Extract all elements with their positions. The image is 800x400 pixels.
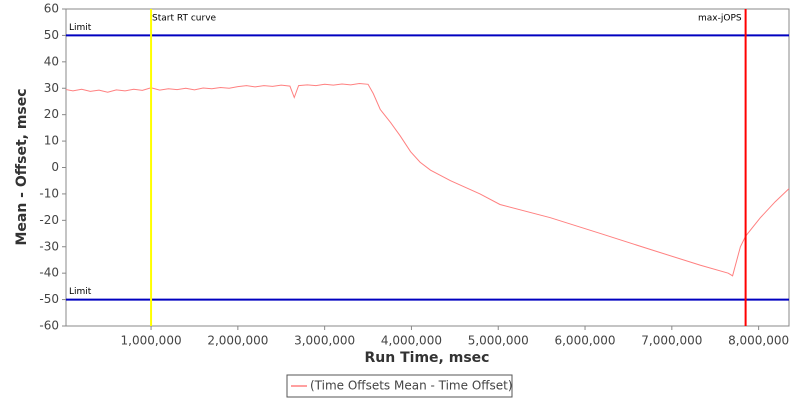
y-tick-label: -50 (39, 292, 59, 306)
y-tick-label: 60 (44, 2, 59, 16)
limit-label: Limit (69, 287, 92, 297)
y-tick-label: -30 (39, 239, 59, 253)
legend-label: (Time Offsets Mean - Time Offset) (310, 379, 513, 393)
marker-label: Start RT curve (152, 14, 216, 24)
x-tick-label: 5,000,000 (468, 334, 529, 348)
y-tick-label: -60 (39, 319, 59, 333)
x-tick-label: 1,000,000 (121, 334, 182, 348)
x-tick-label: 3,000,000 (294, 334, 355, 348)
y-tick-label: 40 (44, 54, 59, 68)
y-tick-label: -40 (39, 266, 59, 280)
x-tick-label: 2,000,000 (207, 334, 268, 348)
x-tick-label: 7,000,000 (641, 334, 702, 348)
x-axis-title: Run Time, msec (365, 350, 490, 366)
y-tick-label: 20 (44, 107, 59, 121)
legend (286, 374, 513, 398)
y-axis-title: Mean - Offset, msec (14, 88, 30, 245)
y-tick-label: 50 (44, 28, 59, 42)
x-tick-label: 8,000,000 (728, 334, 789, 348)
y-tick-label: 30 (44, 81, 59, 95)
x-tick-label: 4,000,000 (381, 334, 442, 348)
limit-label: Limit (69, 23, 92, 33)
y-tick-label: 0 (51, 160, 59, 174)
marker-label: max-jOPS (698, 14, 742, 24)
y-tick-label: -20 (39, 213, 59, 227)
data-line (65, 82, 790, 277)
y-tick-label: 10 (44, 134, 59, 148)
y-tick-label: -10 (39, 186, 59, 200)
x-tick-label: 6,000,000 (554, 334, 615, 348)
